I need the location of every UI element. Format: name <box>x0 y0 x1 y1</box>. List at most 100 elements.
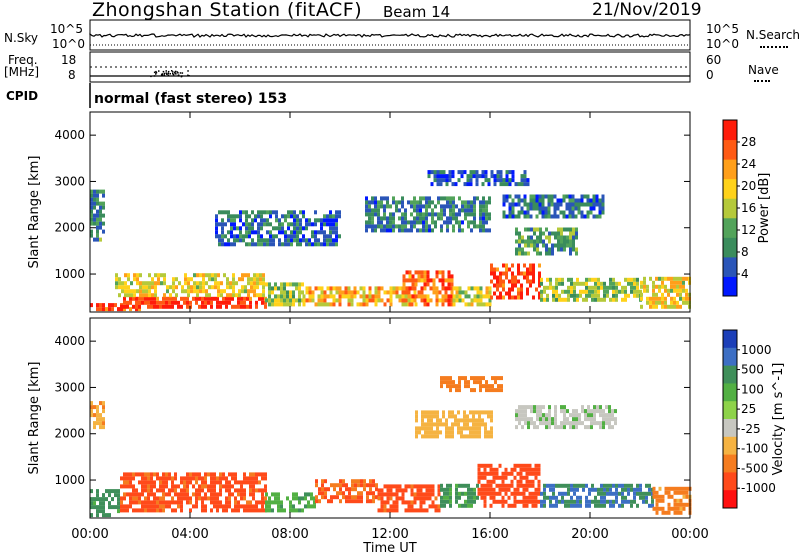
power-colorbar: 4 8 12 16 20 24 28 Power [dB] <box>722 119 772 297</box>
data-region <box>120 296 267 309</box>
freq-scatter-dot <box>153 71 156 74</box>
colorbar-tick-label: 1000 <box>741 343 772 357</box>
cpid-label: CPID <box>6 89 39 103</box>
velocity-colorbar: 1000 500 100 25 -25 -100 -500 -1000 Velocity [m … <box>722 329 786 509</box>
date-label: 21/Nov/2019 <box>592 0 702 20</box>
colorbar-swatch <box>723 419 737 438</box>
freq-label: Freq. <box>8 53 38 67</box>
freq-scatter-dot <box>181 72 184 74</box>
colorbar-tick-label: 100 <box>741 382 764 396</box>
colorbar-swatch <box>723 330 737 349</box>
colorbar-tick-label: -500 <box>741 461 768 475</box>
colorbar-swatch <box>723 365 737 384</box>
nsearch-label: N.Search <box>746 28 800 42</box>
freq-scatter-dot <box>167 72 169 75</box>
cpid-mode: normal (fast stereo) 153 <box>94 91 288 107</box>
colorbar-swatch <box>723 383 737 402</box>
freq-tick-bottom: 8 <box>68 68 76 82</box>
power-panel: 1000 2000 3000 4000 Slant Range [km] <box>27 111 691 313</box>
freq-scatter-dot <box>169 73 171 75</box>
freq-scatter-dot <box>188 75 190 77</box>
data-region <box>415 410 493 439</box>
data-region <box>120 472 267 513</box>
data-region <box>115 273 265 298</box>
colorbar-tick-label: 12 <box>741 223 756 237</box>
colorbar-swatch <box>723 217 737 238</box>
data-region <box>90 401 105 430</box>
colorbar-swatch <box>723 276 737 297</box>
y-tick-label: 1000 <box>54 473 85 487</box>
freq-scatter-dot <box>172 73 175 76</box>
colorbar-swatch <box>723 454 737 473</box>
colorbar-swatch <box>723 120 737 141</box>
freq-tick-top: 18 <box>61 53 77 67</box>
freq-scatter-dot <box>162 70 165 73</box>
data-region <box>452 286 492 307</box>
data-region <box>90 489 120 518</box>
velocity-panel: 1000 2000 3000 4000 Slant Range [km] <box>27 317 692 519</box>
freq-scatter-dot <box>155 71 158 74</box>
data-region <box>440 376 503 393</box>
freq-scatter-dot <box>163 74 165 76</box>
x-axis-label: Time UT <box>362 541 416 554</box>
colorbar-swatch <box>723 401 737 420</box>
data-region <box>265 282 304 307</box>
freq-scatter-dot <box>172 73 174 75</box>
nave-legend-line <box>754 80 770 82</box>
freq-scatter-dot <box>174 70 177 73</box>
data-region <box>365 196 491 233</box>
y-tick-label: 3000 <box>54 174 85 188</box>
data-region <box>515 405 617 430</box>
colorbar-tick-label: 16 <box>741 201 756 215</box>
x-tick-label: 04:00 <box>171 527 208 542</box>
data-region <box>315 479 378 504</box>
y-tick-label: 1000 <box>54 267 85 281</box>
x-tick-label: 00:00 <box>71 527 108 542</box>
colorbar-label: Velocity [m s^-1] <box>771 363 786 476</box>
colorbar-swatch <box>723 178 737 199</box>
freq-scatter-dot <box>163 72 166 75</box>
nave-tick-top: 60 <box>706 53 722 67</box>
data-region <box>265 492 316 513</box>
freq-scatter-dot <box>158 70 160 72</box>
y-tick-label: 2000 <box>54 427 85 441</box>
data-region <box>377 484 441 513</box>
colorbar-tick-label: 500 <box>741 363 764 377</box>
data-region <box>440 483 479 508</box>
data-region <box>502 194 605 219</box>
freq-scatter-dot <box>181 75 183 77</box>
data-region <box>540 277 642 302</box>
freq-scatter-dot <box>167 74 170 76</box>
nsky-trace <box>89 32 691 38</box>
colorbar-tick-label: -100 <box>741 442 768 456</box>
strip-panels <box>89 19 691 108</box>
freq-scatter-dot <box>155 70 157 73</box>
freq-scatter-dot <box>155 73 157 75</box>
freq-scatter-dot <box>177 72 179 74</box>
freq-scatter-dot <box>177 74 180 76</box>
freq-unit: [MHz] <box>4 65 40 79</box>
data-region <box>402 270 454 307</box>
x-tick-label: 20:00 <box>571 527 608 542</box>
freq-scatter-dot <box>167 70 170 73</box>
colorbar-swatch <box>723 472 737 491</box>
freq-scatter-dot <box>171 70 173 72</box>
colorbar-tick-label: 8 <box>741 245 749 259</box>
nsky-tick-top: 10^5 <box>50 22 83 36</box>
colorbar-label: Power [dB] <box>757 173 772 244</box>
x-tick-label: 12:00 <box>371 527 408 542</box>
colorbar-tick-label: 24 <box>741 157 756 171</box>
nave-tick-bottom: 0 <box>706 68 714 82</box>
colorbar-swatch <box>723 198 737 219</box>
nsky-tick-bottom: 10^0 <box>52 37 85 51</box>
y-tick-label: 3000 <box>54 380 85 394</box>
colorbar-swatch <box>723 159 737 180</box>
freq-scatter-dot <box>166 73 168 75</box>
y-axis-label: Slant Range [km] <box>27 156 42 269</box>
freq-scatter-dot <box>153 75 156 77</box>
freq-scatter-dot <box>179 72 182 74</box>
nsearch-tick-bottom: 10^0 <box>706 37 739 51</box>
freq-scatter-dot <box>187 70 189 72</box>
y-tick-label: 4000 <box>54 128 85 142</box>
colorbar-swatch <box>723 237 737 258</box>
